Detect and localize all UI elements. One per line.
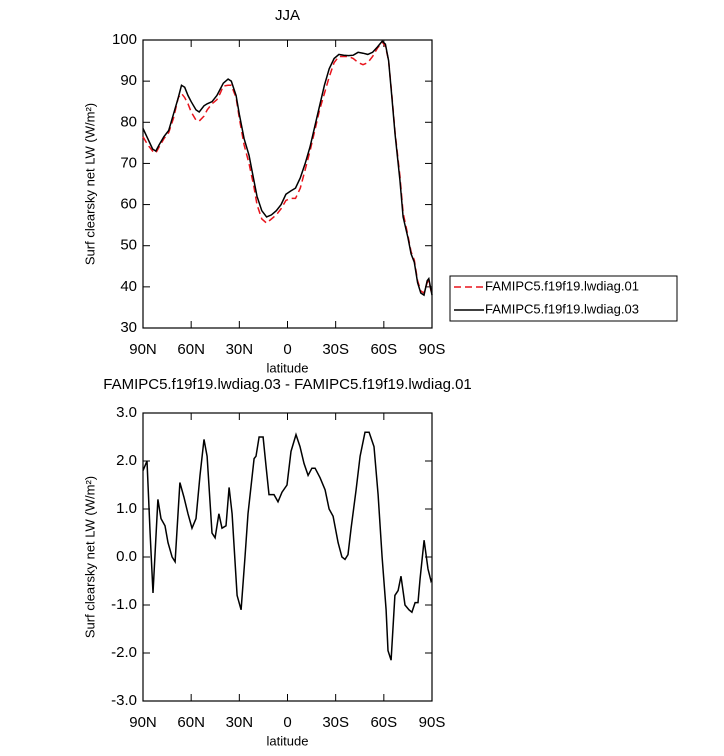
x-axis-label: latitude [267, 733, 309, 748]
x-tick-label: 90S [419, 341, 446, 358]
y-tick-label: 2.0 [116, 452, 137, 469]
y-tick-label: 1.0 [116, 500, 137, 517]
y-tick-label: 70 [120, 154, 137, 171]
x-tick-label: 30N [226, 714, 254, 731]
x-tick-label: 90N [129, 714, 157, 731]
y-axis-label: Surf clearsky net LW (W/m²) [82, 103, 97, 265]
plot-frame [142, 39, 433, 329]
y-tick-label: 100 [112, 31, 137, 48]
x-tick-label: 60N [177, 714, 205, 731]
legend-label: FAMIPC5.f19f19.lwdiag.03 [485, 301, 639, 316]
x-tick-label: 30S [322, 714, 349, 731]
x-tick-label: 90N [129, 341, 157, 358]
x-tick-label: 0 [283, 341, 291, 358]
legend-label: FAMIPC5.f19f19.lwdiag.01 [485, 278, 639, 293]
y-tick-label: 50 [120, 237, 137, 254]
y-tick-label: -1.0 [111, 596, 137, 613]
chart-title: JJA [275, 7, 300, 24]
x-tick-label: 90S [419, 714, 446, 731]
y-axis-label: Surf clearsky net LW (W/m²) [82, 476, 97, 638]
data-line [142, 431, 433, 661]
x-tick-label: 60S [370, 341, 397, 358]
y-tick-label: -2.0 [111, 644, 137, 661]
chart-title: FAMIPC5.f19f19.lwdiag.03 - FAMIPC5.f19f1… [103, 376, 472, 393]
x-axis-label: latitude [267, 360, 309, 375]
y-tick-label: -3.0 [111, 692, 137, 709]
x-tick-label: 0 [283, 714, 291, 731]
y-tick-label: 90 [120, 72, 137, 89]
data-line [142, 40, 433, 296]
legend-box [449, 275, 678, 322]
y-tick-label: 80 [120, 113, 137, 130]
x-tick-label: 60N [177, 341, 205, 358]
data-line [142, 40, 433, 297]
y-tick-label: 60 [120, 196, 137, 213]
y-tick-label: 40 [120, 278, 137, 295]
x-tick-label: 30S [322, 341, 349, 358]
y-tick-label: 3.0 [116, 404, 137, 421]
x-tick-label: 60S [370, 714, 397, 731]
x-tick-label: 30N [226, 341, 254, 358]
y-tick-label: 30 [120, 319, 137, 336]
plot-frame [142, 412, 433, 702]
y-tick-label: 0.0 [116, 548, 137, 565]
